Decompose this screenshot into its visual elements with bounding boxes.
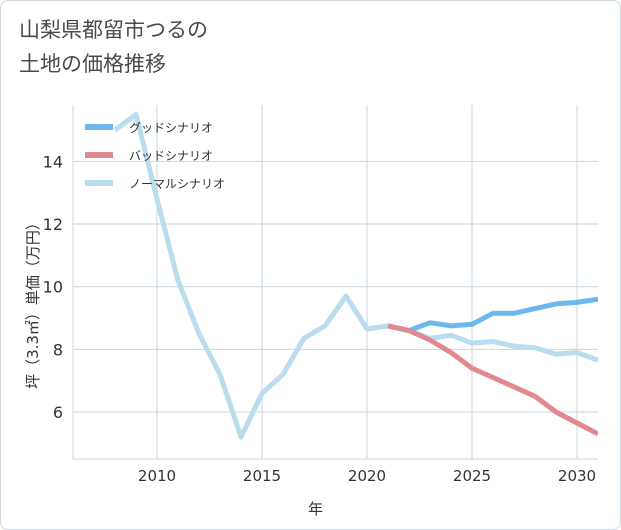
y-axis-label: 坪（3.3㎡）単価（万円） (24, 215, 42, 389)
x-tick-label: 2015 (243, 467, 281, 485)
y-tick-label: 8 (53, 340, 63, 359)
chart-title-line1: 山梨県都留市つるの (19, 18, 208, 42)
chart-title-line2: 土地の価格推移 (19, 52, 166, 76)
series-line-good (387, 296, 598, 334)
y-tick-label: 12 (43, 215, 63, 234)
y-tick-label: 6 (53, 403, 63, 422)
y-tick-label: 14 (43, 152, 63, 171)
legend-label: グッドシナリオ (129, 121, 213, 135)
x-tick-label: 2030 (558, 467, 596, 485)
x-axis-label: 年 (308, 500, 323, 518)
series-line-normal (113, 111, 598, 440)
x-tick-label: 2020 (348, 467, 386, 485)
x-tick-label: 2025 (453, 467, 491, 485)
legend-label: ノーマルシナリオ (129, 177, 225, 191)
legend-label: バッドシナリオ (129, 149, 213, 163)
y-tick-label: 10 (43, 278, 63, 297)
x-tick-label: 2010 (138, 467, 176, 485)
chart-title: 山梨県都留市つるの 土地の価格推移 (19, 13, 208, 81)
series-line-bad (387, 323, 598, 437)
